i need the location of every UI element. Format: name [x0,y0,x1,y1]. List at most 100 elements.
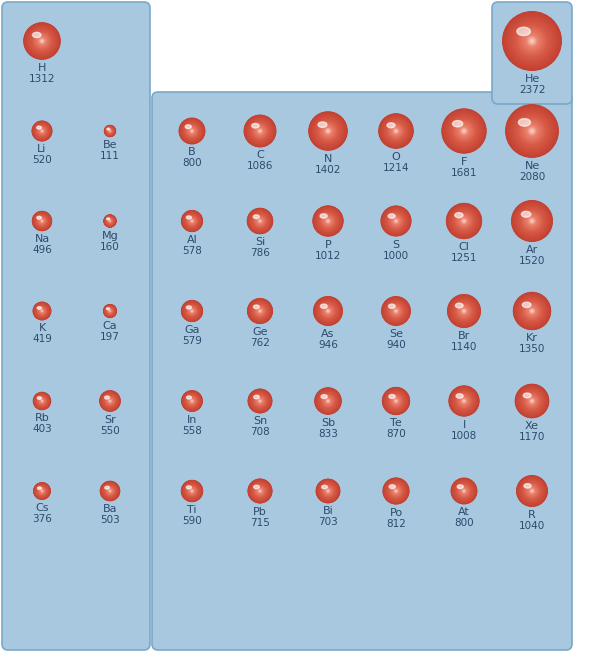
Circle shape [529,38,535,44]
Circle shape [257,308,262,314]
Circle shape [256,307,264,315]
Circle shape [33,302,51,320]
Circle shape [185,394,199,408]
Circle shape [253,214,267,228]
Circle shape [317,210,339,232]
Circle shape [40,309,44,313]
Circle shape [530,38,535,44]
Circle shape [523,481,542,501]
Circle shape [181,211,203,231]
Circle shape [527,486,538,496]
Circle shape [321,484,335,498]
Circle shape [455,302,473,320]
Circle shape [256,217,264,225]
Circle shape [447,294,481,328]
Circle shape [505,14,559,68]
Circle shape [107,128,112,134]
Circle shape [258,399,262,403]
Circle shape [518,387,546,415]
Circle shape [104,125,116,137]
Circle shape [506,105,558,157]
Circle shape [452,119,476,143]
Text: 197: 197 [100,332,120,342]
Circle shape [251,392,269,410]
Circle shape [250,391,270,411]
Circle shape [107,128,113,134]
Circle shape [452,299,476,323]
Circle shape [40,398,44,404]
Circle shape [463,310,465,312]
Circle shape [391,396,401,406]
Circle shape [184,393,200,409]
Circle shape [458,215,470,227]
Circle shape [454,391,474,411]
Circle shape [320,483,336,499]
Circle shape [106,307,114,315]
Circle shape [185,394,199,408]
Circle shape [379,114,413,147]
Circle shape [104,304,116,318]
Circle shape [35,124,49,138]
Circle shape [320,123,336,139]
Circle shape [179,119,205,143]
Circle shape [459,126,469,136]
Circle shape [521,120,543,142]
Circle shape [190,489,194,493]
Circle shape [519,208,545,234]
Circle shape [316,389,340,413]
Circle shape [103,394,118,408]
Circle shape [517,477,547,506]
Circle shape [324,307,332,315]
Circle shape [250,211,271,231]
Text: In: In [187,415,197,425]
Circle shape [107,308,113,314]
Circle shape [511,110,553,152]
Circle shape [104,215,116,227]
Circle shape [254,306,265,316]
Circle shape [322,215,334,227]
Circle shape [461,398,467,404]
Circle shape [250,391,270,411]
Circle shape [449,296,479,326]
Circle shape [186,125,198,138]
Circle shape [105,216,115,226]
Circle shape [389,484,403,498]
Circle shape [530,490,533,492]
Circle shape [390,305,402,317]
Circle shape [315,298,341,324]
Circle shape [259,130,261,132]
Circle shape [109,220,112,222]
Circle shape [531,130,533,132]
Circle shape [327,400,329,402]
Circle shape [251,392,269,410]
Circle shape [389,304,403,318]
Circle shape [257,398,262,404]
Circle shape [529,127,536,134]
Ellipse shape [253,215,259,218]
Text: Na: Na [34,234,50,244]
Circle shape [314,207,342,235]
Circle shape [187,126,197,136]
Circle shape [394,399,398,403]
Circle shape [448,205,480,237]
Circle shape [255,126,265,136]
Circle shape [520,479,545,503]
Circle shape [41,490,43,492]
Circle shape [385,210,407,232]
Circle shape [457,394,470,408]
Circle shape [529,218,535,224]
Circle shape [452,209,476,233]
Circle shape [455,482,473,500]
Circle shape [319,121,338,141]
Circle shape [529,488,535,494]
Circle shape [190,488,194,494]
Text: Ga: Ga [184,325,200,335]
Circle shape [322,395,334,408]
Circle shape [456,393,472,409]
Circle shape [249,120,271,142]
Circle shape [456,483,472,499]
Circle shape [182,301,202,321]
Circle shape [395,220,397,222]
Circle shape [107,128,113,134]
Circle shape [38,218,46,224]
